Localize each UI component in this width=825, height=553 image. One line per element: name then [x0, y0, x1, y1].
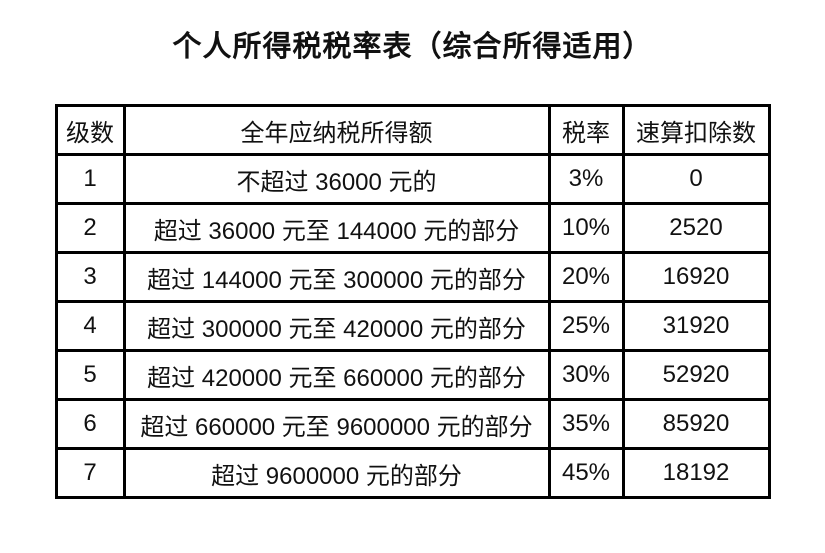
cell-income: 超过 660000 元至 9600000 元的部分	[122, 398, 551, 450]
table-row: 7 超过 9600000 元的部分 45% 18192	[54, 447, 771, 499]
cell-deduction: 31920	[621, 300, 771, 352]
cell-deduction: 52920	[621, 349, 771, 401]
cell-level: 3	[54, 251, 126, 303]
header-deduction: 速算扣除数	[621, 104, 771, 156]
cell-deduction: 85920	[621, 398, 771, 450]
cell-income: 超过 36000 元至 144000 元的部分	[122, 202, 551, 254]
cell-rate: 45%	[547, 447, 625, 499]
cell-income: 超过 9600000 元的部分	[122, 447, 551, 499]
cell-rate: 35%	[547, 398, 625, 450]
table-row: 4 超过 300000 元至 420000 元的部分 25% 31920	[54, 300, 771, 352]
cell-deduction: 16920	[621, 251, 771, 303]
tax-rate-table: 级数 全年应纳税所得额 税率 速算扣除数 1 不超过 36000 元的 3% 0…	[54, 104, 771, 499]
cell-income: 超过 144000 元至 300000 元的部分	[122, 251, 551, 303]
page-title: 个人所得税税率表（综合所得适用）	[172, 31, 653, 63]
cell-rate: 10%	[547, 202, 625, 254]
table-row: 5 超过 420000 元至 660000 元的部分 30% 52920	[54, 349, 771, 401]
cell-deduction: 18192	[621, 447, 771, 499]
cell-rate: 3%	[547, 153, 625, 205]
cell-level: 7	[54, 447, 126, 499]
table-row: 3 超过 144000 元至 300000 元的部分 20% 16920	[54, 251, 771, 303]
table-row: 1 不超过 36000 元的 3% 0	[54, 153, 771, 205]
cell-level: 1	[54, 153, 126, 205]
cell-income: 超过 300000 元至 420000 元的部分	[122, 300, 551, 352]
cell-level: 5	[54, 349, 126, 401]
table-header-row: 级数 全年应纳税所得额 税率 速算扣除数	[54, 104, 771, 156]
cell-deduction: 0	[621, 153, 771, 205]
cell-level: 2	[54, 202, 126, 254]
cell-income: 不超过 36000 元的	[122, 153, 551, 205]
cell-income: 超过 420000 元至 660000 元的部分	[122, 349, 551, 401]
cell-deduction: 2520	[621, 202, 771, 254]
header-level: 级数	[54, 104, 126, 156]
header-income: 全年应纳税所得额	[122, 104, 551, 156]
header-rate: 税率	[547, 104, 625, 156]
cell-rate: 20%	[547, 251, 625, 303]
cell-rate: 25%	[547, 300, 625, 352]
cell-level: 6	[54, 398, 126, 450]
table-row: 6 超过 660000 元至 9600000 元的部分 35% 85920	[54, 398, 771, 450]
cell-rate: 30%	[547, 349, 625, 401]
cell-level: 4	[54, 300, 126, 352]
table-row: 2 超过 36000 元至 144000 元的部分 10% 2520	[54, 202, 771, 254]
